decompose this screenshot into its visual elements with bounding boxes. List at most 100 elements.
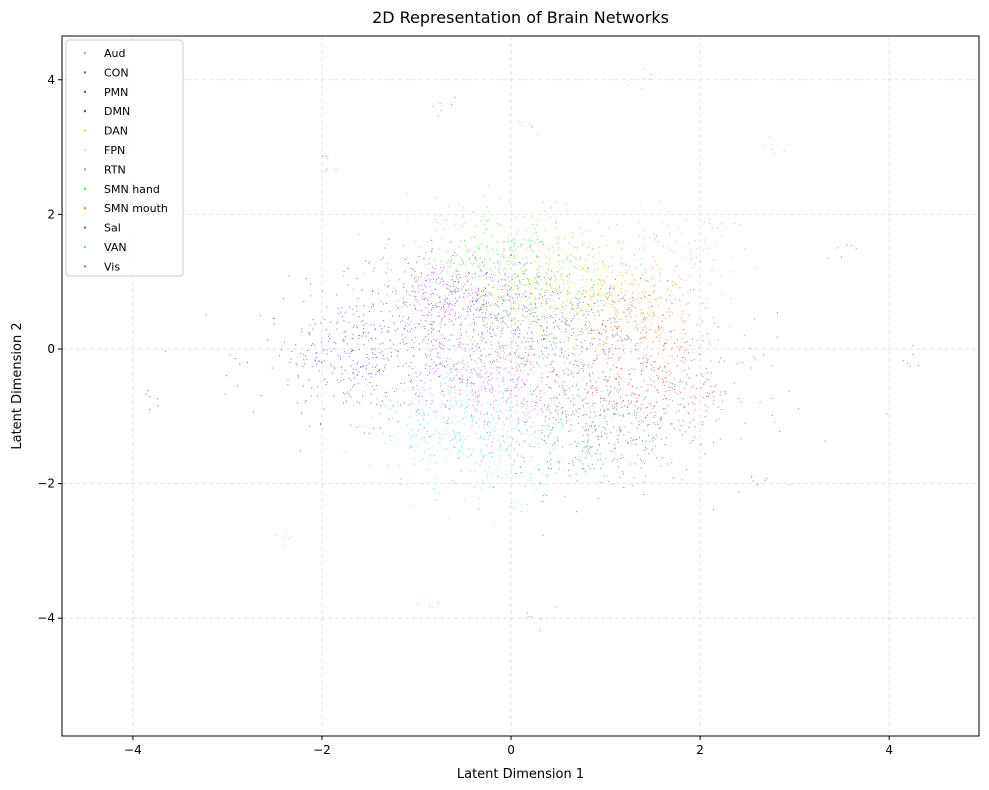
scatter-point	[534, 298, 536, 300]
scatter-point	[737, 491, 739, 493]
scatter-point	[603, 411, 605, 413]
scatter-point	[432, 305, 434, 307]
scatter-point	[523, 412, 525, 414]
scatter-point	[573, 404, 575, 406]
scatter-point	[570, 339, 572, 341]
scatter-point	[618, 357, 620, 359]
scatter-point	[514, 289, 516, 291]
scatter-point	[536, 255, 538, 257]
scatter-point	[505, 410, 507, 412]
scatter-point	[451, 320, 453, 322]
scatter-point	[581, 328, 583, 330]
scatter-point	[288, 538, 290, 540]
scatter-point	[912, 354, 914, 356]
scatter-point	[537, 257, 539, 259]
scatter-point	[428, 460, 430, 462]
scatter-point	[553, 353, 555, 355]
scatter-point	[630, 440, 632, 442]
scatter-point	[650, 355, 652, 357]
scatter-point	[460, 324, 462, 326]
scatter-point	[627, 308, 629, 310]
scatter-point	[640, 277, 642, 279]
scatter-point	[592, 312, 594, 314]
scatter-point	[657, 240, 659, 242]
scatter-point	[510, 288, 512, 290]
scatter-point	[340, 379, 342, 381]
scatter-point	[556, 424, 558, 426]
scatter-point	[413, 434, 415, 436]
scatter-point	[507, 295, 509, 297]
scatter-point	[360, 321, 362, 323]
scatter-point	[570, 400, 572, 402]
scatter-point	[550, 363, 552, 365]
scatter-point	[453, 387, 455, 389]
scatter-point	[547, 353, 549, 355]
scatter-point	[363, 331, 365, 333]
scatter-point	[546, 326, 548, 328]
scatter-point	[488, 453, 490, 455]
scatter-point	[621, 368, 623, 370]
scatter-point	[561, 352, 563, 354]
scatter-point	[667, 321, 669, 323]
scatter-point	[291, 351, 293, 353]
scatter-point	[648, 329, 650, 331]
scatter-point	[633, 477, 635, 479]
scatter-point	[502, 393, 504, 395]
scatter-point	[342, 275, 344, 277]
scatter-point	[646, 406, 648, 408]
scatter-point	[531, 236, 533, 238]
scatter-point	[590, 328, 592, 330]
scatter-point	[660, 367, 662, 369]
scatter-point	[590, 289, 592, 291]
scatter-point	[548, 285, 550, 287]
scatter-point	[579, 326, 581, 328]
scatter-point	[601, 309, 603, 311]
scatter-point	[382, 320, 384, 322]
scatter-point	[360, 367, 362, 369]
scatter-point	[529, 345, 531, 347]
scatter-point	[540, 380, 542, 382]
scatter-point	[617, 321, 619, 323]
scatter-point	[543, 210, 545, 212]
scatter-point	[592, 338, 594, 340]
scatter-point	[618, 382, 620, 384]
scatter-point	[592, 294, 594, 296]
scatter-point	[616, 316, 618, 318]
scatter-point	[517, 305, 519, 307]
scatter-point	[600, 414, 602, 416]
scatter-point	[454, 385, 456, 387]
scatter-point	[344, 330, 346, 332]
scatter-point	[625, 290, 627, 292]
scatter-point	[692, 402, 694, 404]
scatter-point	[533, 392, 535, 394]
scatter-point	[342, 339, 344, 341]
scatter-point	[607, 381, 609, 383]
scatter-point	[545, 309, 547, 311]
scatter-point	[628, 284, 630, 286]
scatter-point	[530, 313, 532, 315]
scatter-point	[711, 316, 713, 318]
scatter-point	[613, 289, 615, 291]
scatter-point	[447, 250, 449, 252]
scatter-point	[517, 285, 519, 287]
scatter-point	[616, 334, 618, 336]
scatter-point	[517, 421, 519, 423]
scatter-point	[510, 240, 512, 242]
scatter-point	[481, 365, 483, 367]
scatter-point	[561, 299, 563, 301]
x-tick-label: −2	[313, 743, 331, 757]
scatter-point	[499, 263, 501, 265]
scatter-point	[735, 363, 737, 365]
scatter-point	[438, 345, 440, 347]
scatter-point	[588, 295, 590, 297]
scatter-point	[464, 283, 466, 285]
scatter-point	[490, 341, 492, 343]
scatter-point	[459, 315, 461, 317]
scatter-point	[579, 330, 581, 332]
scatter-point	[583, 434, 585, 436]
scatter-point	[637, 349, 639, 351]
scatter-point	[448, 284, 450, 286]
scatter-point	[574, 440, 576, 442]
scatter-point	[520, 267, 522, 269]
scatter-point	[573, 352, 575, 354]
